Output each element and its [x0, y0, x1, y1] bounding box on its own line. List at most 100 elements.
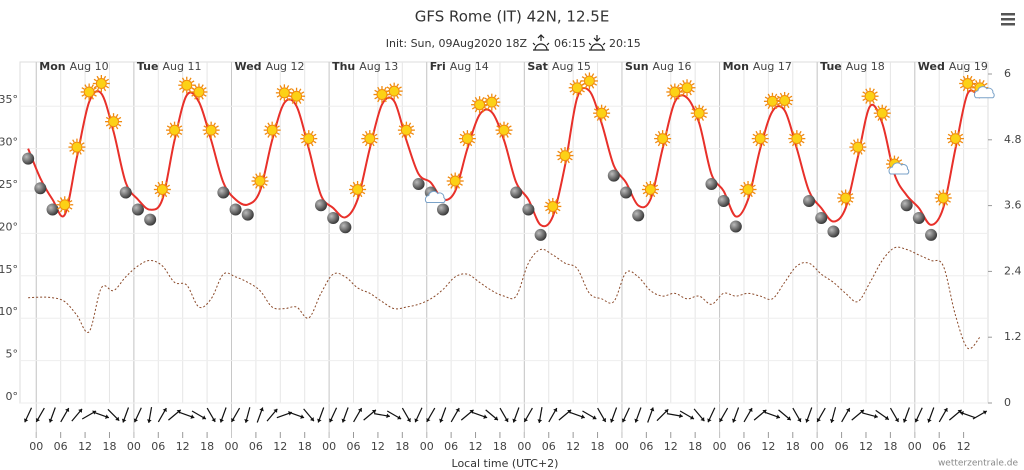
sun-disc [852, 141, 864, 153]
sun-ray [108, 126, 112, 130]
wind-head [219, 418, 224, 423]
date: Aug 12 [266, 60, 305, 73]
cloud [424, 190, 446, 204]
sun-ray [386, 93, 390, 96]
wind-arrow [889, 407, 899, 423]
sun-ray [762, 130, 766, 135]
x-tick-label: 18 [688, 440, 702, 453]
sun-ray [569, 82, 573, 86]
sun-ray [69, 199, 73, 203]
weather-icon [803, 195, 816, 208]
sun-disc [571, 82, 583, 94]
sun-disc [205, 124, 217, 136]
sun-ray [408, 122, 412, 126]
moon-disc [144, 213, 157, 226]
weather-icon [607, 169, 620, 182]
wind-arrow [426, 407, 436, 423]
sun-ray [203, 125, 207, 128]
sun-ray [447, 183, 451, 186]
sun-disc [181, 79, 193, 91]
sun-ray [203, 132, 207, 135]
sun-ray [166, 191, 171, 195]
sun-ray [462, 130, 466, 135]
wind-head [162, 408, 167, 413]
sun-ray [105, 123, 110, 127]
weather-icon [849, 138, 867, 156]
sun-ray [154, 191, 158, 195]
sun-ray [560, 147, 563, 152]
x-tick-label: 18 [102, 440, 116, 453]
wind-arrow [829, 407, 837, 423]
sun-ray [352, 181, 356, 186]
wind-arrow [133, 407, 142, 423]
sun-ray [664, 143, 668, 147]
sun-ray [303, 143, 307, 147]
wind-head [371, 409, 376, 414]
moon-disc [607, 169, 620, 182]
x-tick-label: 12 [469, 440, 483, 453]
sun-ray [484, 104, 488, 107]
sun-ray [96, 87, 100, 92]
weather-icon [654, 130, 672, 148]
sun-disc [547, 200, 559, 212]
weather-icon [751, 130, 769, 148]
sun-ray [689, 80, 692, 84]
weather-icon [580, 72, 598, 90]
sun-ray [957, 130, 961, 135]
sun-ray [572, 80, 576, 84]
sun-ray [462, 143, 466, 147]
wind-head [273, 408, 278, 413]
sun-disc [644, 183, 656, 195]
sun-ray [276, 95, 280, 98]
weather-icon [202, 121, 220, 139]
weather-icon [837, 189, 855, 207]
moon-disc [131, 203, 144, 216]
chart-title: GFS Rome (IT) 42N, 12.5E [415, 8, 610, 26]
sun-ray [398, 125, 402, 128]
sun-ray [298, 100, 302, 104]
sun-ray [157, 193, 161, 198]
sun-ray [596, 105, 600, 109]
moon-disc [717, 195, 730, 208]
sun-ray [108, 113, 112, 118]
day-label: Wed Aug 12 [234, 60, 304, 73]
day-label: Wed Aug 19 [918, 60, 988, 73]
sun-ray [886, 108, 890, 111]
sun-ray [752, 133, 756, 137]
sun-ray [410, 125, 415, 128]
sun-ray [603, 117, 607, 121]
sun-disc [278, 87, 290, 99]
moon-disc [803, 195, 816, 208]
sun-ray [506, 122, 509, 126]
wind-arrow [23, 407, 33, 423]
sun-ray [654, 133, 659, 137]
sun-ray [364, 130, 368, 135]
weather-icon [92, 75, 110, 93]
sun-ray [389, 95, 392, 99]
weather-icon [593, 104, 611, 122]
sun-ray [252, 176, 256, 179]
menu-button[interactable] [1001, 13, 1015, 26]
sun-ray [288, 98, 293, 102]
sun-ray [938, 202, 942, 206]
weather-icon [925, 228, 938, 241]
sun-ray [486, 94, 490, 98]
sun-ray [792, 130, 795, 135]
sun-ray [593, 76, 598, 79]
weather-icon [568, 79, 586, 97]
wind-arrow [778, 409, 792, 421]
sun-disc [766, 95, 778, 107]
sun-ray [593, 115, 598, 118]
wind-arrow [523, 407, 533, 423]
sun-ray [557, 150, 561, 154]
sun-ray [288, 88, 293, 91]
sun-ray [84, 84, 87, 88]
sun-disc [754, 133, 766, 145]
wind-arrow [93, 411, 110, 419]
sun-ray [982, 80, 985, 84]
sun-ray [567, 160, 570, 164]
wind-arrow [609, 407, 618, 423]
sun-ray [862, 142, 866, 145]
sun-ray [57, 206, 61, 210]
wind-head [414, 418, 419, 423]
